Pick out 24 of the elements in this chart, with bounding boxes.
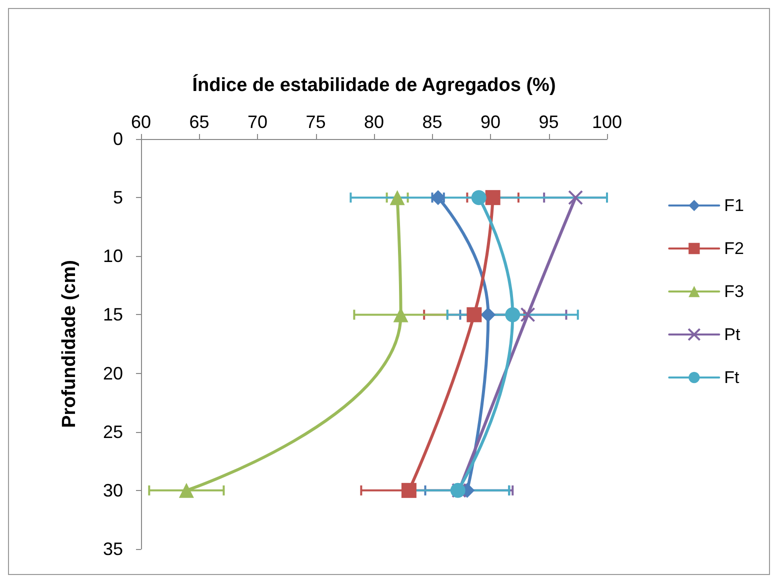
legend-label: F3 [724, 282, 744, 301]
y-tick-label: 20 [102, 363, 123, 384]
y-tick-label: 15 [102, 304, 123, 325]
x-tick-label: 100 [592, 112, 622, 132]
legend-label: F1 [724, 196, 744, 215]
x-tick-label: 60 [130, 112, 152, 132]
y-tick-label: 0 [112, 129, 123, 149]
legend-label: Pt [724, 325, 740, 344]
x-axis-title: Índice de estabilidade de Agregados (%) [192, 74, 556, 96]
x-tick-label: 85 [422, 112, 442, 132]
legend-label: F2 [724, 239, 744, 258]
x-tick-label: 70 [247, 112, 268, 132]
y-tick-label: 35 [102, 539, 123, 559]
y-tick-label: 5 [112, 188, 123, 208]
y-tick-label: 30 [102, 480, 123, 500]
y-tick-label: 25 [102, 422, 123, 442]
x-tick-label: 95 [538, 112, 559, 132]
y-axis-title: Profundidade (cm) [59, 260, 80, 428]
x-tick-label: 80 [364, 112, 384, 132]
x-tick-label: 90 [480, 112, 501, 132]
x-tick-label: 65 [189, 112, 210, 132]
y-tick-label: 10 [102, 246, 123, 266]
x-tick-label: 75 [306, 112, 326, 132]
legend-label: Ft [724, 368, 740, 387]
